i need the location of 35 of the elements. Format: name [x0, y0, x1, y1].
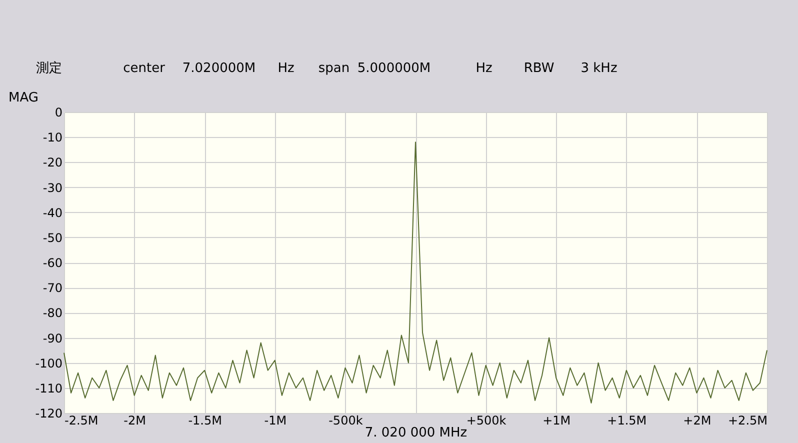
x-tick-label: -2M — [124, 414, 146, 428]
line-series — [64, 142, 768, 404]
text: center — [123, 61, 166, 76]
x-axis-title: 7. 020 000 MHz — [364, 426, 468, 440]
x-tick-label: +2.5M — [728, 414, 768, 428]
x-tick-label: -500k — [328, 414, 363, 428]
text: span — [318, 61, 350, 76]
y-tick-label: -80 — [42, 306, 62, 320]
y-tick-label: -70 — [42, 281, 62, 296]
y-tick-label: -10 — [42, 130, 62, 145]
y-tick-label: -90 — [42, 331, 62, 346]
x-tick-label: -1.5M — [188, 414, 222, 428]
x-tick-label: +2M — [683, 414, 712, 428]
y-tick-label: -20 — [42, 156, 62, 170]
y-tick-label: -40 — [42, 206, 62, 220]
y-tick-label: 0 — [54, 106, 62, 120]
y-tick-label: -120 — [35, 406, 62, 420]
y-tick-label: -100 — [35, 356, 62, 370]
y-axis-title: MAG — [8, 90, 38, 106]
x-tick-label: +1.5M — [607, 414, 647, 428]
text: Hz — [476, 61, 492, 76]
y-tick-label: -60 — [42, 256, 62, 270]
text: 7.020000M — [182, 61, 256, 76]
x-tick-label: +500k — [466, 414, 506, 428]
text: 3 kHz — [580, 61, 618, 76]
x-tick-label: -2.5M — [64, 414, 98, 428]
x-tick-label: +1M — [542, 414, 571, 428]
text: 測定 — [36, 61, 62, 76]
y-tick-label: -30 — [42, 180, 62, 195]
y-tick-label: -50 — [42, 230, 62, 245]
text: RBW — [524, 61, 554, 76]
y-tick-label: -110 — [35, 381, 62, 396]
text: Hz — [278, 61, 294, 76]
text: 5.000000M — [357, 61, 431, 76]
x-tick-label: -1M — [264, 414, 287, 428]
